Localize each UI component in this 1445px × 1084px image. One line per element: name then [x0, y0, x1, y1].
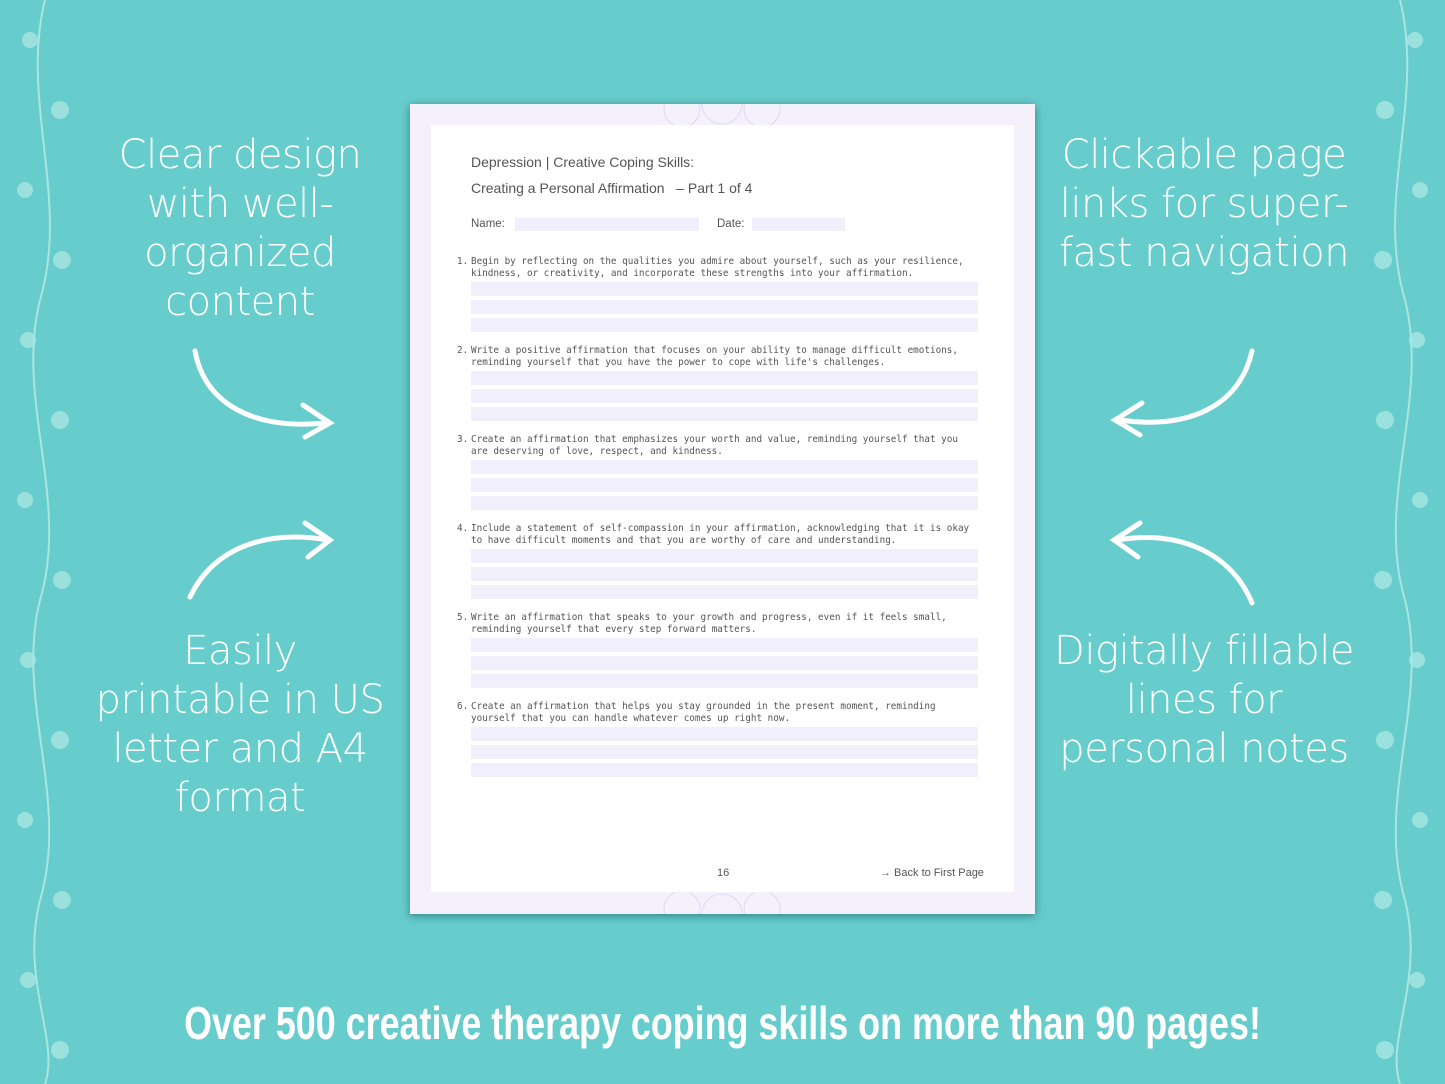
arrow-icon	[1110, 348, 1255, 438]
arrow-icon	[1109, 520, 1255, 606]
mandala-decoration	[663, 893, 781, 914]
question-1: 1. Begin by reflecting on the qualities y…	[457, 256, 987, 280]
floral-vine-decoration-right	[1374, 0, 1428, 1084]
question-2: 2. Write a positive affirmation that focu…	[457, 345, 987, 369]
answer-line[interactable]	[471, 674, 978, 688]
question-number: 5.	[457, 612, 469, 623]
question-text: Begin by reflecting on the qualities you…	[471, 256, 964, 279]
question-number: 2.	[457, 345, 469, 356]
question-text: Write a positive affirmation that focuse…	[471, 345, 958, 368]
question-text: Create an affirmation that emphasizes yo…	[471, 434, 958, 457]
question-6: 6. Create an affirmation that helps you s…	[457, 701, 987, 725]
question-3: 3. Create an affirmation that emphasizes …	[457, 434, 987, 458]
answer-line[interactable]	[471, 371, 978, 385]
answer-line[interactable]	[471, 656, 978, 670]
answer-line[interactable]	[471, 763, 978, 777]
answer-line[interactable]	[471, 585, 978, 599]
promo-banner: Over 500 creative therapy coping skills …	[184, 997, 1261, 1049]
answer-line[interactable]	[471, 318, 978, 332]
question-5: 5. Write an affirmation that speaks to yo…	[457, 612, 987, 636]
question-4: 4. Include a statement of self-compassion…	[457, 523, 987, 547]
question-text: Write an affirmation that speaks to your…	[471, 612, 947, 635]
feature-text-printable: Easily printable in US letter and A4 for…	[95, 628, 385, 821]
answer-line[interactable]	[471, 496, 978, 510]
name-label: Name:	[471, 218, 505, 230]
answer-line[interactable]	[471, 727, 978, 741]
arrow-icon	[187, 520, 335, 600]
answer-line[interactable]	[471, 478, 978, 492]
answer-line[interactable]	[471, 638, 978, 652]
answer-line[interactable]	[471, 745, 978, 759]
back-to-first-page-link[interactable]: → Back to First Page	[880, 867, 984, 879]
document-title: Depression | Creative Coping Skills:	[471, 154, 695, 170]
question-number: 3.	[457, 434, 469, 445]
floral-vine-decoration-left	[17, 0, 71, 1084]
answer-line[interactable]	[471, 549, 978, 563]
feature-text-clickable-links: Clickable page links for super-fast navi…	[1058, 132, 1350, 276]
date-field[interactable]	[752, 218, 845, 231]
question-number: 4.	[457, 523, 469, 534]
answer-line[interactable]	[471, 282, 978, 296]
question-text: Include a statement of self-compassion i…	[471, 523, 970, 546]
question-text: Create an affirmation that helps you sta…	[471, 701, 936, 724]
answer-line[interactable]	[471, 300, 978, 314]
question-number: 6.	[457, 701, 469, 712]
answer-line[interactable]	[471, 460, 978, 474]
answer-line[interactable]	[471, 389, 978, 403]
document-subtitle: Creating a Personal Affirmation – Part 1…	[471, 180, 753, 196]
question-number: 1.	[457, 256, 469, 267]
answer-line[interactable]	[471, 567, 978, 581]
worksheet-page-preview: Depression | Creative Coping Skills: Cre…	[410, 104, 1035, 914]
date-label: Date:	[717, 218, 745, 230]
feature-text-clear-design: Clear design with well-organized content	[118, 132, 362, 325]
answer-line[interactable]	[471, 407, 978, 421]
name-field[interactable]	[515, 218, 699, 231]
feature-text-fillable-lines: Digitally fillable lines for personal no…	[1054, 628, 1354, 772]
page-number: 16	[717, 867, 730, 879]
mandala-decoration	[663, 104, 781, 125]
arrow-icon	[192, 348, 335, 440]
